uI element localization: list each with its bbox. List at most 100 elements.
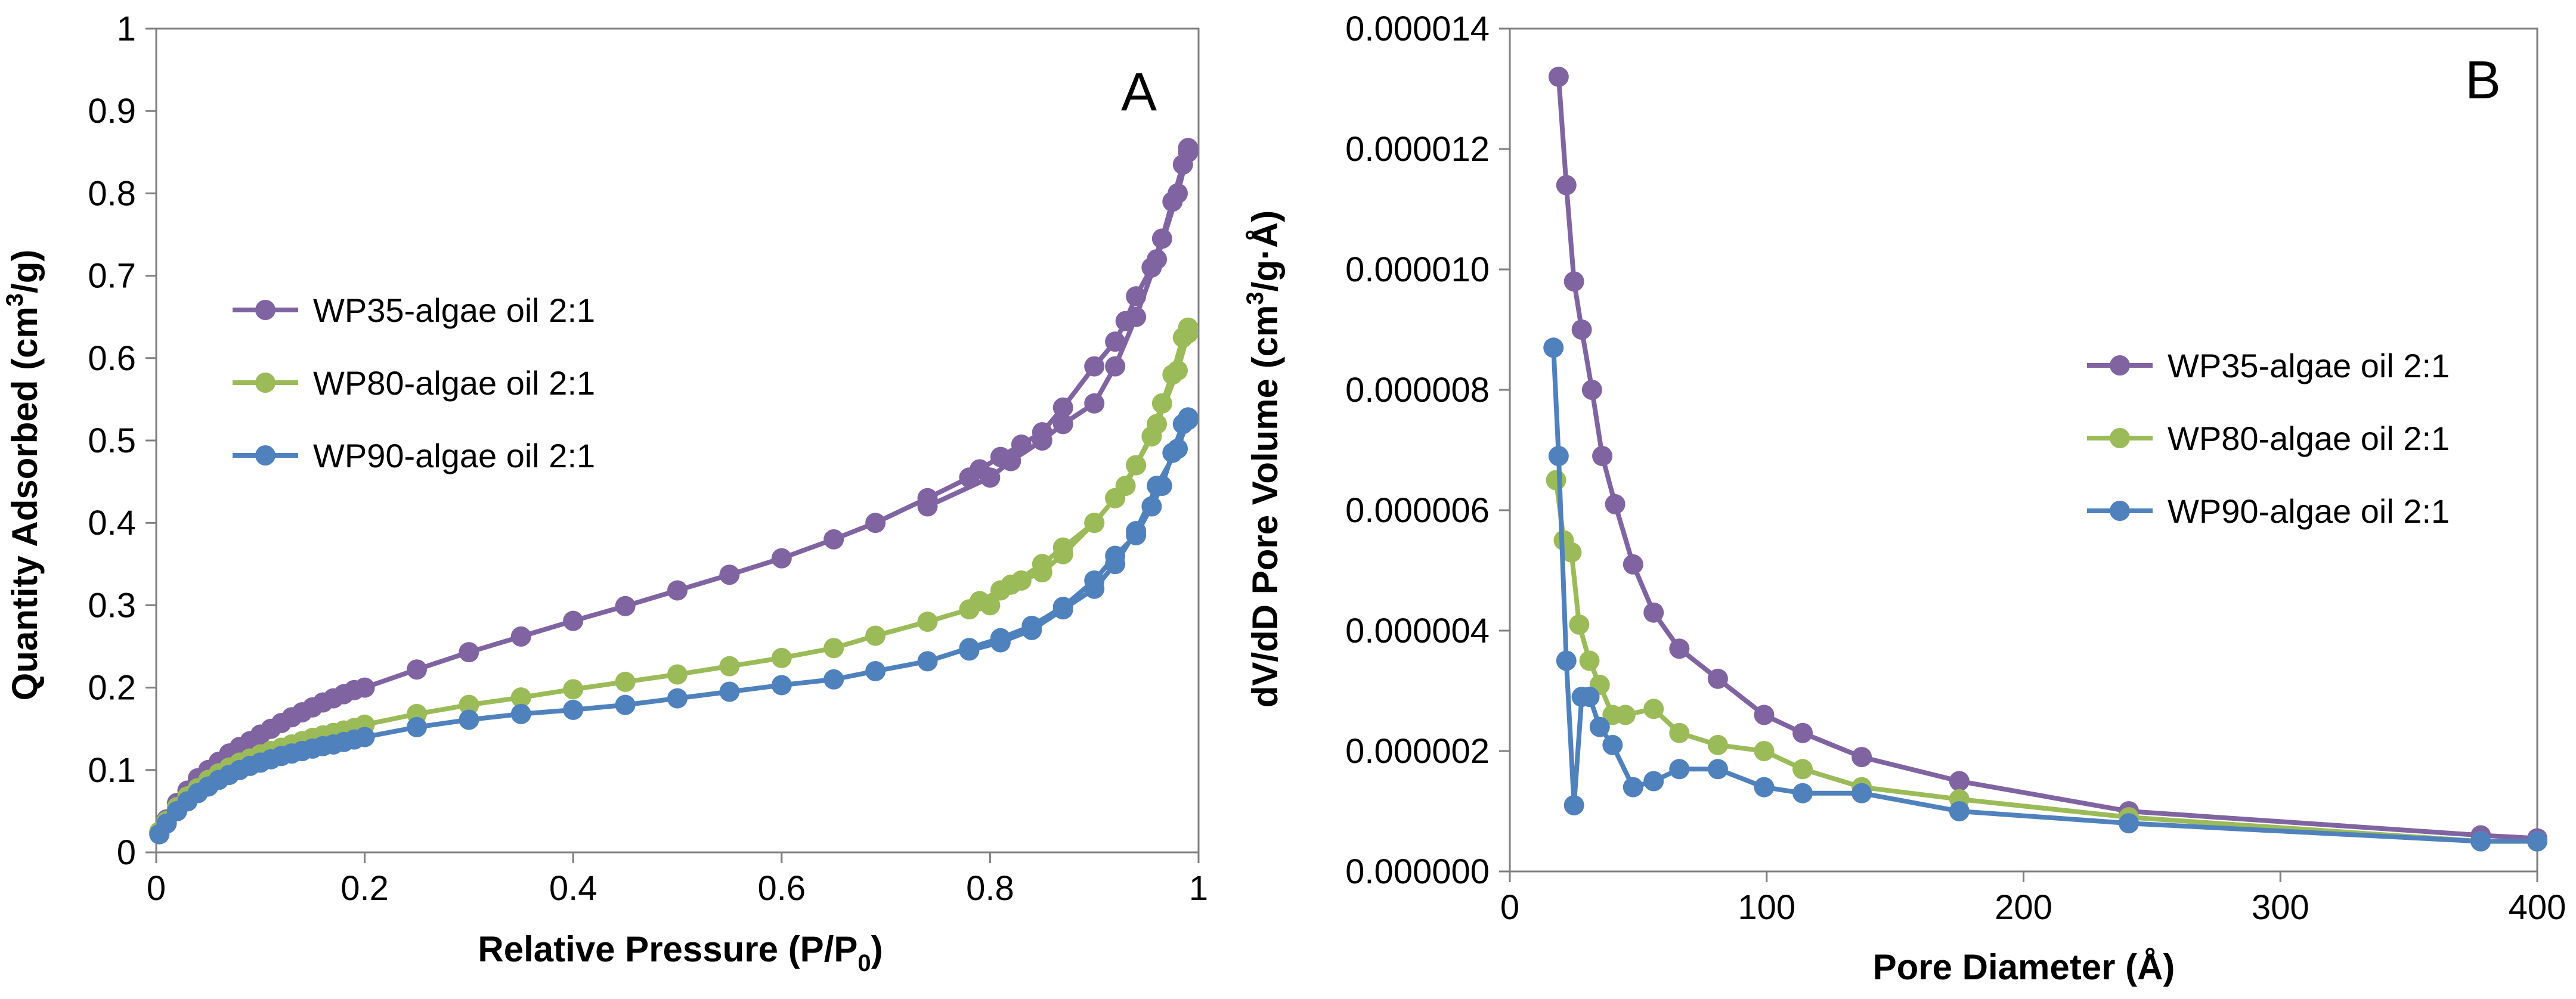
panel-a-data-point-wp80 — [1105, 488, 1126, 508]
panel-a-data-point-wp35 — [1084, 356, 1105, 377]
panel-b-data-point-wp90 — [2527, 831, 2547, 852]
panel-a-legend-marker-wp80 — [255, 373, 275, 393]
panel-b-data-point-wp90 — [1548, 446, 1569, 467]
panel-b-x-tick-label: 0 — [1500, 888, 1519, 927]
panel-a-data-point-wp80 — [563, 679, 584, 700]
panel-b-data-point-wp35 — [1556, 175, 1577, 196]
panel-a-data-point-wp35 — [980, 467, 1001, 488]
panel-a-label: A — [1121, 63, 1157, 122]
panel-a-y-tick-label: 0.8 — [88, 174, 136, 213]
panel-b-y-tick-label: 0.000010 — [1345, 250, 1490, 289]
panel-a-data-point-wp80 — [459, 694, 479, 715]
panel-a-data-point-wp35 — [459, 642, 479, 663]
panel-a-data-point-wp35 — [407, 659, 427, 680]
panel-b-x-tick-label: 100 — [1738, 888, 1795, 927]
panel-a-data-point-wp90 — [990, 632, 1011, 653]
panel-a-data-point-wp35 — [1168, 183, 1188, 204]
panel-a-data-point-wp80 — [1151, 393, 1172, 414]
panel-a-x-tick-label: 0.8 — [966, 869, 1014, 908]
panel-b-pore-distribution-chart: dV/dD Pore Volume (cm3/g·Å) Pore Diamete… — [1242, 10, 2566, 987]
panel-a-data-point-wp80 — [865, 625, 886, 646]
panel-a-data-point-wp35 — [667, 580, 688, 601]
panel-a-data-point-wp35 — [719, 564, 740, 585]
panel-b-data-point-wp90 — [1563, 795, 1584, 815]
panel-b-data-point-wp90 — [1579, 687, 1600, 708]
panel-b-data-point-wp90 — [1754, 777, 1775, 798]
panel-a-data-point-wp35 — [510, 626, 531, 647]
panel-b-data-point-wp90 — [1623, 777, 1643, 798]
panel-b-data-point-wp90 — [1543, 337, 1564, 358]
panel-b-data-point-wp35 — [1852, 747, 1872, 768]
panel-b-y-tick-label: 0.000004 — [1345, 612, 1490, 650]
panel-b-data-point-wp35 — [1643, 602, 1664, 623]
panel-a-y-tick-label: 0.2 — [88, 669, 136, 708]
panel-b-data-point-wp90 — [1707, 759, 1728, 780]
panel-b-data-point-wp35 — [1707, 668, 1728, 689]
panel-a-data-point-wp35 — [917, 496, 938, 517]
panel-b-data-point-wp35 — [1563, 271, 1584, 292]
panel-b-legend-label-wp90: WP90-algae oil 2:1 — [2168, 492, 2450, 530]
panel-b-legend-marker-wp90 — [2110, 501, 2130, 521]
panel-b-data-point-wp80 — [1546, 470, 1566, 491]
panel-b-data-point-wp90 — [1792, 783, 1813, 803]
panel-a-data-point-wp90 — [667, 688, 688, 709]
panel-b-x-axis-title: Pore Diameter (Å) — [1873, 947, 2175, 987]
panel-a-data-point-wp35 — [1151, 228, 1172, 249]
panel-a-data-point-wp90 — [1168, 438, 1188, 459]
panel-b-label: B — [2465, 51, 2501, 110]
panel-b-data-point-wp90 — [1556, 650, 1577, 671]
panel-a-y-tick-label: 0 — [117, 833, 136, 872]
panel-b-data-point-wp80 — [1615, 705, 1636, 725]
panel-a-data-point-wp35 — [563, 610, 584, 631]
panel-b-legend-marker-wp80 — [2110, 428, 2130, 448]
panel-a-data-point-wp35 — [354, 677, 375, 698]
panel-b-data-point-wp90 — [1949, 801, 1970, 821]
panel-a-data-point-wp80 — [823, 638, 844, 659]
panel-a-data-point-wp90 — [719, 681, 740, 702]
panel-a-data-point-wp80 — [1001, 574, 1021, 595]
panel-a-data-point-wp35 — [1126, 306, 1147, 327]
panel-a-data-point-wp90 — [510, 703, 531, 724]
panel-a-data-point-wp90 — [1084, 578, 1105, 599]
panel-a-data-point-wp90 — [1052, 599, 1073, 620]
panel-b-data-point-wp80 — [1561, 542, 1582, 563]
panel-b-legend-label-wp80: WP80-algae oil 2:1 — [2168, 420, 2450, 457]
panel-b-series-line-wp35 — [1556, 76, 2538, 841]
panel-a-data-point-wp90 — [771, 675, 792, 696]
panel-a-data-point-wp80 — [667, 664, 688, 685]
panel-a-data-point-wp80 — [1168, 360, 1188, 381]
panel-b-data-point-wp35 — [1548, 66, 1569, 87]
panel-a-data-point-wp80 — [1084, 513, 1105, 533]
panel-a-x-tick-label: 0.6 — [757, 869, 806, 908]
panel-b-data-point-wp80 — [1792, 759, 1813, 780]
panel-a-y-tick-label: 0.6 — [88, 339, 136, 378]
panel-b-data-point-wp90 — [1669, 759, 1690, 780]
panel-b-data-point-wp80 — [1579, 650, 1600, 671]
panel-a-data-point-wp35 — [865, 513, 886, 533]
panel-b-y-tick-label: 0.000002 — [1345, 732, 1490, 771]
panel-a-data-point-wp80 — [917, 612, 938, 632]
panel-a-data-point-wp80 — [1052, 537, 1073, 558]
panel-a-y-tick-label: 0.3 — [88, 586, 136, 625]
panel-b-x-tick-label: 200 — [1995, 888, 2052, 927]
panel-b-y-tick-label: 0.000000 — [1345, 852, 1490, 891]
panel-a-y-tick-label: 0.4 — [88, 504, 136, 542]
panel-b-data-point-wp35 — [1571, 319, 1592, 340]
panel-a-data-point-wp80 — [980, 595, 1001, 616]
panel-a-data-point-wp80 — [1178, 323, 1199, 344]
panel-b-data-point-wp35 — [1754, 705, 1775, 725]
panel-b-data-point-wp35 — [1669, 638, 1690, 659]
panel-b-data-point-wp90 — [1852, 783, 1872, 803]
panel-b-y-axis-title: dV/dD Pore Volume (cm3/g·Å) — [1242, 210, 1285, 708]
panel-a-data-point-wp80 — [1032, 554, 1052, 575]
panel-a-data-point-wp80 — [510, 687, 531, 708]
panel-b-data-point-wp90 — [1643, 771, 1664, 792]
panel-a-data-point-wp35 — [1178, 142, 1199, 163]
panel-a-legend-label-wp35: WP35-algae oil 2:1 — [313, 291, 595, 329]
panel-a-data-point-wp90 — [563, 699, 584, 720]
panel-a-data-point-wp35 — [771, 548, 792, 569]
panel-a-data-point-wp35 — [1032, 430, 1052, 451]
panel-a-y-tick-label: 0.9 — [88, 92, 136, 131]
panel-b-data-point-wp35 — [1605, 494, 1626, 514]
panel-a-data-point-wp80 — [1126, 455, 1147, 476]
